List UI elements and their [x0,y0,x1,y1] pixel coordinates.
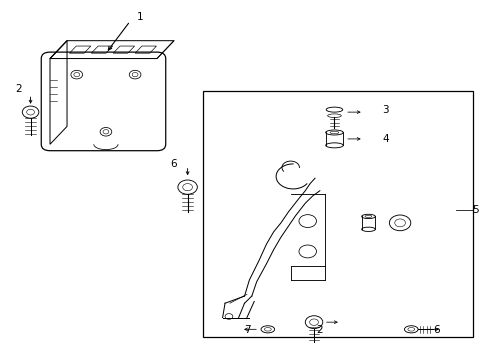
Text: 1: 1 [136,13,143,22]
Text: 3: 3 [382,105,388,115]
Text: 2: 2 [316,325,323,335]
Text: 2: 2 [15,84,21,94]
Bar [203,91,472,337]
Text: 6: 6 [432,325,439,335]
Text: 5: 5 [471,205,478,215]
Text: 7: 7 [243,325,250,335]
Text: 4: 4 [382,134,388,144]
Text: 6: 6 [170,159,177,169]
